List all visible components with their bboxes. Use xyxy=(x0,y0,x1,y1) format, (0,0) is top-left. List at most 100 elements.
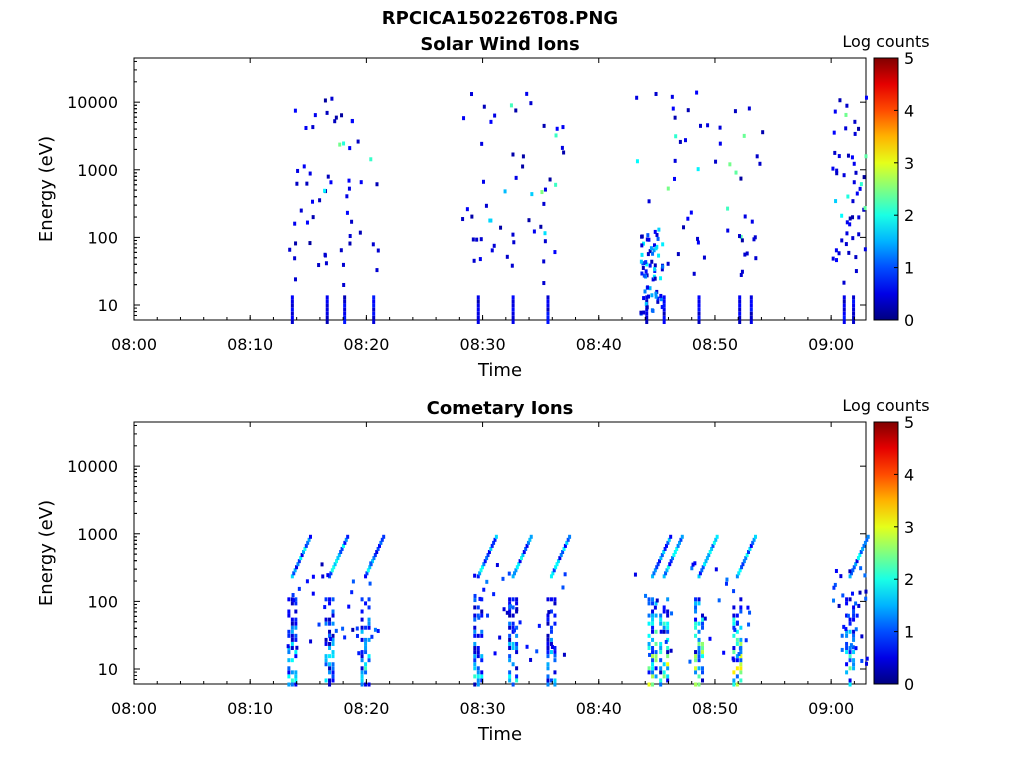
data-pixel xyxy=(508,633,512,638)
data-pixel xyxy=(473,573,477,578)
data-pixel xyxy=(651,682,655,687)
data-pixel xyxy=(739,625,743,630)
data-pixel xyxy=(342,282,346,287)
data-pixel xyxy=(848,222,852,227)
data-pixel xyxy=(832,585,836,590)
data-pixel xyxy=(701,625,705,630)
data-pixel xyxy=(367,597,371,602)
data-pixel xyxy=(487,550,491,555)
data-pixel xyxy=(833,150,837,155)
data-pixel xyxy=(287,613,291,618)
data-pixel xyxy=(705,556,709,561)
data-pixel xyxy=(294,650,298,655)
data-pixel xyxy=(473,662,477,667)
data-pixel xyxy=(859,566,863,571)
data-pixel xyxy=(666,650,670,655)
data-pixel xyxy=(306,540,310,545)
data-pixel xyxy=(666,678,670,683)
data-pixel xyxy=(852,161,856,166)
data-pixel xyxy=(749,311,753,316)
data-pixel xyxy=(292,571,296,576)
data-pixel xyxy=(735,620,739,625)
data-pixel xyxy=(848,569,852,574)
data-pixel xyxy=(739,637,743,642)
data-pixel xyxy=(510,263,514,268)
data-pixel xyxy=(294,670,298,675)
data-pixel xyxy=(837,251,841,256)
data-pixel xyxy=(525,644,529,649)
data-pixel xyxy=(364,646,368,651)
data-pixel xyxy=(656,562,660,567)
data-pixel xyxy=(307,537,311,542)
data-pixel xyxy=(858,590,862,595)
data-pixel xyxy=(640,252,644,257)
data-pixel xyxy=(508,641,512,646)
data-pixel xyxy=(294,601,298,606)
data-pixel xyxy=(655,598,659,603)
data-pixel xyxy=(372,295,376,300)
data-pixel xyxy=(331,597,335,602)
data-pixel xyxy=(738,295,742,300)
data-pixel xyxy=(650,293,654,298)
data-pixel xyxy=(852,315,856,320)
data-pixel xyxy=(666,186,670,191)
y-tick-label: 100 xyxy=(87,592,118,611)
data-pixel xyxy=(710,546,714,551)
data-pixel xyxy=(845,662,849,667)
data-pixel xyxy=(735,574,739,579)
colorbar xyxy=(873,421,899,685)
colorbar-tick-label: 4 xyxy=(904,101,914,120)
data-pixel xyxy=(480,141,484,146)
data-pixel xyxy=(738,320,742,324)
data-pixel xyxy=(697,682,701,687)
data-pixel xyxy=(323,98,327,103)
data-pixel xyxy=(294,682,298,687)
data-pixel xyxy=(364,662,368,667)
data-pixel xyxy=(739,597,743,602)
x-tick-label: 09:00 xyxy=(808,699,854,718)
data-pixel xyxy=(755,154,759,159)
data-pixel xyxy=(654,658,658,663)
data-pixel xyxy=(514,175,518,180)
data-pixel xyxy=(514,568,518,573)
data-pixel xyxy=(744,638,748,643)
data-pixel xyxy=(748,546,752,551)
data-pixel xyxy=(647,633,651,638)
data-pixel xyxy=(851,645,855,650)
data-pixel xyxy=(341,262,345,267)
data-pixel xyxy=(360,637,364,642)
data-pixel xyxy=(707,553,711,558)
data-pixel xyxy=(745,553,749,558)
data-pixel xyxy=(845,613,849,618)
data-pixel xyxy=(526,540,530,545)
data-pixel xyxy=(744,556,748,561)
data-pixel xyxy=(348,234,352,239)
data-pixel xyxy=(293,277,297,282)
data-pixel xyxy=(857,232,861,237)
data-pixel xyxy=(476,315,480,320)
data-pixel xyxy=(855,191,859,196)
data-pixel xyxy=(343,315,347,320)
data-pixel xyxy=(326,174,330,179)
data-pixel xyxy=(553,670,557,675)
data-pixel xyxy=(652,274,656,279)
data-pixel xyxy=(328,629,332,634)
data-pixel xyxy=(367,621,371,626)
data-pixel xyxy=(666,609,670,614)
data-pixel xyxy=(287,650,291,655)
data-pixel xyxy=(490,543,494,548)
data-pixel xyxy=(701,646,705,651)
data-pixel xyxy=(360,629,364,634)
data-pixel xyxy=(846,613,850,618)
data-pixel xyxy=(714,567,718,572)
data-pixel xyxy=(351,627,355,632)
data-pixel xyxy=(317,622,321,627)
data-pixel xyxy=(367,654,371,659)
data-pixel xyxy=(515,674,519,679)
data-pixel xyxy=(758,161,762,166)
data-pixel xyxy=(739,666,743,671)
data-pixel xyxy=(855,613,859,618)
data-pixel xyxy=(656,296,660,301)
data-pixel xyxy=(660,305,664,310)
data-pixel xyxy=(360,670,364,675)
